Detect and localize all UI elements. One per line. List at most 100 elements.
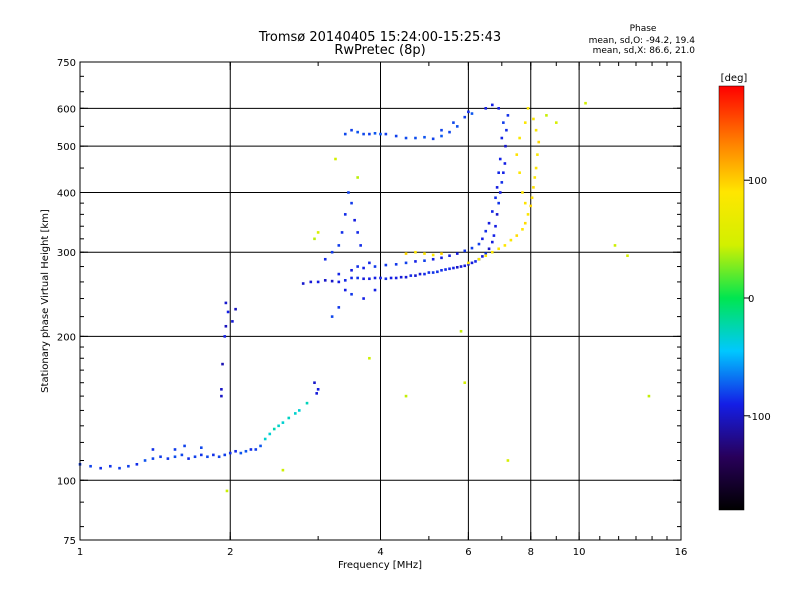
data-point — [373, 131, 377, 135]
data-point — [497, 171, 500, 175]
data-point — [440, 128, 443, 132]
data-point — [533, 176, 537, 179]
data-point — [350, 292, 353, 296]
data-point — [350, 128, 353, 132]
data-point — [484, 252, 488, 255]
data-point — [173, 448, 177, 451]
data-point — [518, 171, 521, 175]
data-point — [491, 210, 494, 213]
y-tick-label: 600 — [57, 104, 76, 115]
data-point — [239, 451, 243, 455]
data-point — [498, 157, 502, 161]
data-point — [234, 449, 237, 453]
x-tick-label: 10 — [573, 547, 586, 558]
data-point — [334, 157, 337, 161]
data-point — [212, 453, 215, 457]
data-point — [467, 110, 470, 114]
y-axis-label: Stationary phase Virtual Height [km] — [40, 209, 51, 393]
data-point — [423, 259, 426, 262]
data-point — [343, 279, 347, 282]
data-point — [500, 181, 504, 184]
data-point — [368, 132, 371, 136]
data-point — [404, 394, 408, 398]
data-point — [487, 247, 491, 251]
data-point — [221, 362, 224, 366]
data-point — [316, 280, 320, 284]
data-point — [187, 457, 190, 460]
data-point — [373, 288, 377, 292]
data-point — [554, 121, 558, 124]
data-point — [330, 315, 334, 318]
data-point — [231, 320, 234, 323]
data-point — [368, 261, 371, 265]
data-point — [503, 244, 507, 247]
data-point — [301, 282, 305, 285]
x-tick-label: 1 — [77, 547, 83, 558]
data-point — [223, 453, 227, 457]
data-point — [316, 388, 320, 391]
data-point — [151, 448, 155, 451]
data-point — [506, 114, 510, 117]
data-point — [459, 265, 463, 268]
data-point — [362, 266, 365, 270]
data-point — [515, 153, 519, 156]
data-point — [500, 136, 504, 140]
data-point — [427, 271, 431, 274]
data-point — [323, 279, 327, 282]
data-point — [423, 252, 426, 255]
data-point — [414, 136, 417, 140]
data-point — [206, 455, 209, 459]
data-point — [503, 162, 507, 165]
data-point — [356, 231, 359, 234]
data-point — [249, 448, 253, 451]
data-point — [200, 446, 203, 449]
data-point — [509, 238, 513, 242]
data-point — [99, 466, 102, 470]
data-point — [495, 213, 499, 216]
data-point — [384, 132, 388, 136]
data-point — [440, 252, 443, 255]
data-point — [502, 171, 505, 175]
data-point — [448, 267, 451, 271]
data-point — [394, 263, 398, 266]
x-tick-label: 4 — [377, 547, 383, 558]
data-point — [532, 186, 535, 189]
data-point — [224, 324, 228, 328]
data-point — [504, 144, 507, 148]
data-point — [481, 255, 484, 258]
data-point — [384, 263, 388, 267]
data-point — [532, 117, 535, 121]
data-points — [78, 101, 651, 493]
data-point — [436, 270, 439, 274]
data-point — [143, 459, 147, 462]
data-point — [356, 265, 359, 268]
data-point — [481, 237, 484, 241]
data-point — [404, 136, 408, 140]
data-point — [492, 234, 496, 237]
data-point — [484, 254, 488, 258]
colorbar-label: [deg] — [721, 73, 748, 84]
data-point — [414, 250, 417, 254]
data-point — [220, 394, 223, 398]
data-point — [281, 468, 285, 472]
data-point — [497, 247, 500, 251]
data-point — [368, 356, 371, 360]
data-point — [523, 201, 527, 205]
data-point — [584, 101, 587, 105]
data-point — [521, 228, 524, 231]
data-point — [537, 140, 541, 144]
data-point — [337, 280, 341, 284]
data-point — [484, 229, 488, 233]
data-point — [418, 272, 422, 276]
data-point — [505, 128, 508, 132]
y-tick-label: 300 — [57, 248, 76, 259]
data-point — [515, 234, 519, 237]
data-point — [244, 449, 248, 453]
data-point — [498, 191, 502, 194]
data-point — [287, 416, 291, 420]
data-point — [362, 297, 365, 300]
x-tick-label: 16 — [675, 547, 688, 558]
colorbar — [718, 85, 745, 511]
data-point — [452, 266, 455, 270]
